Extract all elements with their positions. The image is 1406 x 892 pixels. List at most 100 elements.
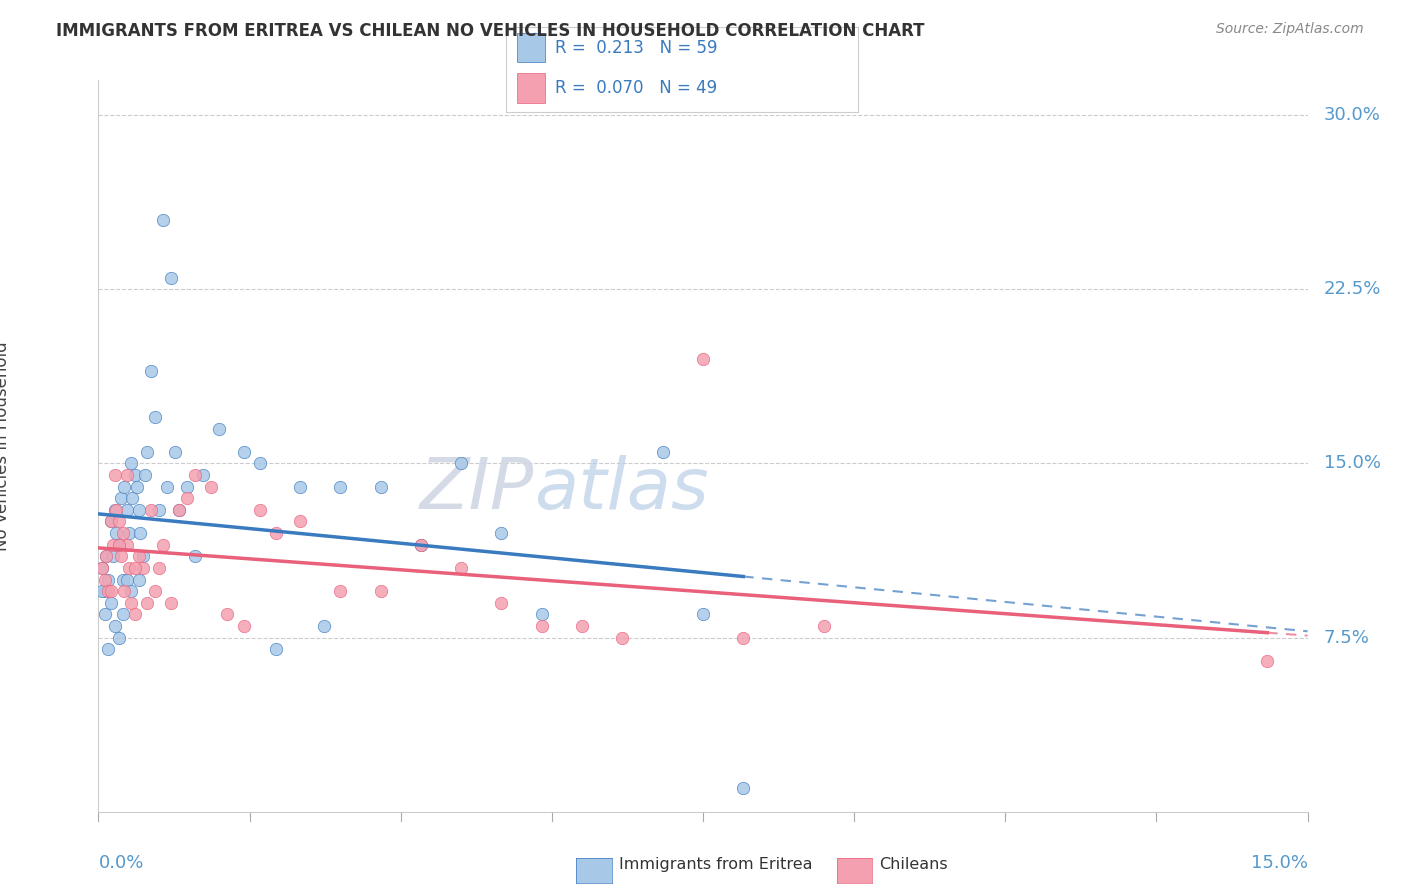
Point: [152, 538, 174, 552]
Point: [115, 538, 138, 552]
Point: [148, 561, 170, 575]
Point: [124, 468, 146, 483]
Point: [156, 480, 179, 494]
Point: [111, 573, 134, 587]
Point: [370, 584, 392, 599]
Point: [112, 584, 135, 599]
Point: [118, 561, 141, 575]
Text: ZIP: ZIP: [419, 456, 534, 524]
Point: [115, 573, 138, 587]
Point: [571, 619, 593, 633]
Point: [107, 538, 129, 552]
Point: [120, 596, 142, 610]
Point: [115, 503, 138, 517]
Point: [97, 642, 120, 657]
Point: [134, 468, 156, 483]
Point: [120, 457, 142, 471]
Point: [124, 607, 146, 622]
Text: IMMIGRANTS FROM ERITREA VS CHILEAN NO VEHICLES IN HOUSEHOLD CORRELATION CHART: IMMIGRANTS FROM ERITREA VS CHILEAN NO VE…: [56, 22, 925, 40]
Point: [249, 503, 271, 517]
Point: [160, 596, 183, 610]
Point: [97, 573, 120, 587]
Point: [110, 549, 132, 564]
Point: [107, 631, 129, 645]
Point: [217, 607, 239, 622]
Point: [96, 549, 118, 564]
Point: [107, 515, 129, 529]
Point: [115, 468, 138, 483]
Point: [184, 549, 207, 564]
Point: [139, 363, 162, 377]
Point: [530, 619, 553, 633]
Point: [249, 457, 271, 471]
Point: [91, 561, 114, 575]
Text: 15.0%: 15.0%: [1323, 454, 1381, 473]
Point: [105, 503, 128, 517]
Point: [200, 480, 222, 494]
Point: [101, 549, 124, 564]
Point: [733, 781, 755, 796]
Point: [118, 526, 141, 541]
Point: [124, 561, 146, 575]
Text: Chileans: Chileans: [879, 857, 948, 872]
Point: [148, 503, 170, 517]
Point: [184, 468, 207, 483]
Point: [128, 549, 150, 564]
Point: [450, 457, 472, 471]
Point: [121, 491, 143, 506]
Point: [314, 619, 336, 633]
Point: [103, 468, 125, 483]
Point: [329, 480, 352, 494]
Point: [105, 526, 128, 541]
Text: R =  0.070   N = 49: R = 0.070 N = 49: [555, 78, 717, 96]
Point: [135, 596, 157, 610]
Point: [329, 584, 352, 599]
Point: [264, 526, 287, 541]
Text: 22.5%: 22.5%: [1323, 280, 1381, 298]
FancyBboxPatch shape: [517, 33, 544, 62]
Point: [111, 526, 134, 541]
Point: [409, 538, 432, 552]
Point: [288, 480, 311, 494]
Point: [651, 445, 673, 459]
Point: [96, 549, 118, 564]
Point: [160, 270, 183, 285]
Point: [127, 480, 149, 494]
Point: [143, 409, 166, 424]
Point: [167, 503, 190, 517]
Text: atlas: atlas: [534, 456, 709, 524]
Point: [530, 607, 553, 622]
Point: [208, 421, 231, 435]
Point: [94, 573, 117, 587]
Point: [288, 515, 311, 529]
Point: [97, 584, 120, 599]
FancyBboxPatch shape: [517, 73, 544, 103]
Text: Immigrants from Eritrea: Immigrants from Eritrea: [619, 857, 813, 872]
Point: [733, 631, 755, 645]
Point: [1256, 654, 1278, 668]
Point: [612, 631, 634, 645]
Point: [103, 503, 125, 517]
Text: 15.0%: 15.0%: [1250, 854, 1308, 871]
Point: [813, 619, 835, 633]
Text: 30.0%: 30.0%: [1323, 106, 1381, 124]
Point: [91, 561, 114, 575]
Point: [129, 526, 152, 541]
Point: [193, 468, 215, 483]
Point: [232, 445, 254, 459]
Text: No Vehicles in Household: No Vehicles in Household: [0, 341, 11, 551]
Point: [167, 503, 190, 517]
Point: [264, 642, 287, 657]
Point: [132, 561, 155, 575]
Point: [112, 480, 135, 494]
Point: [163, 445, 186, 459]
Point: [100, 515, 122, 529]
Point: [143, 584, 166, 599]
Point: [232, 619, 254, 633]
Point: [100, 515, 122, 529]
Point: [450, 561, 472, 575]
Point: [91, 584, 114, 599]
Text: 7.5%: 7.5%: [1323, 629, 1369, 647]
Point: [409, 538, 432, 552]
Point: [101, 538, 124, 552]
